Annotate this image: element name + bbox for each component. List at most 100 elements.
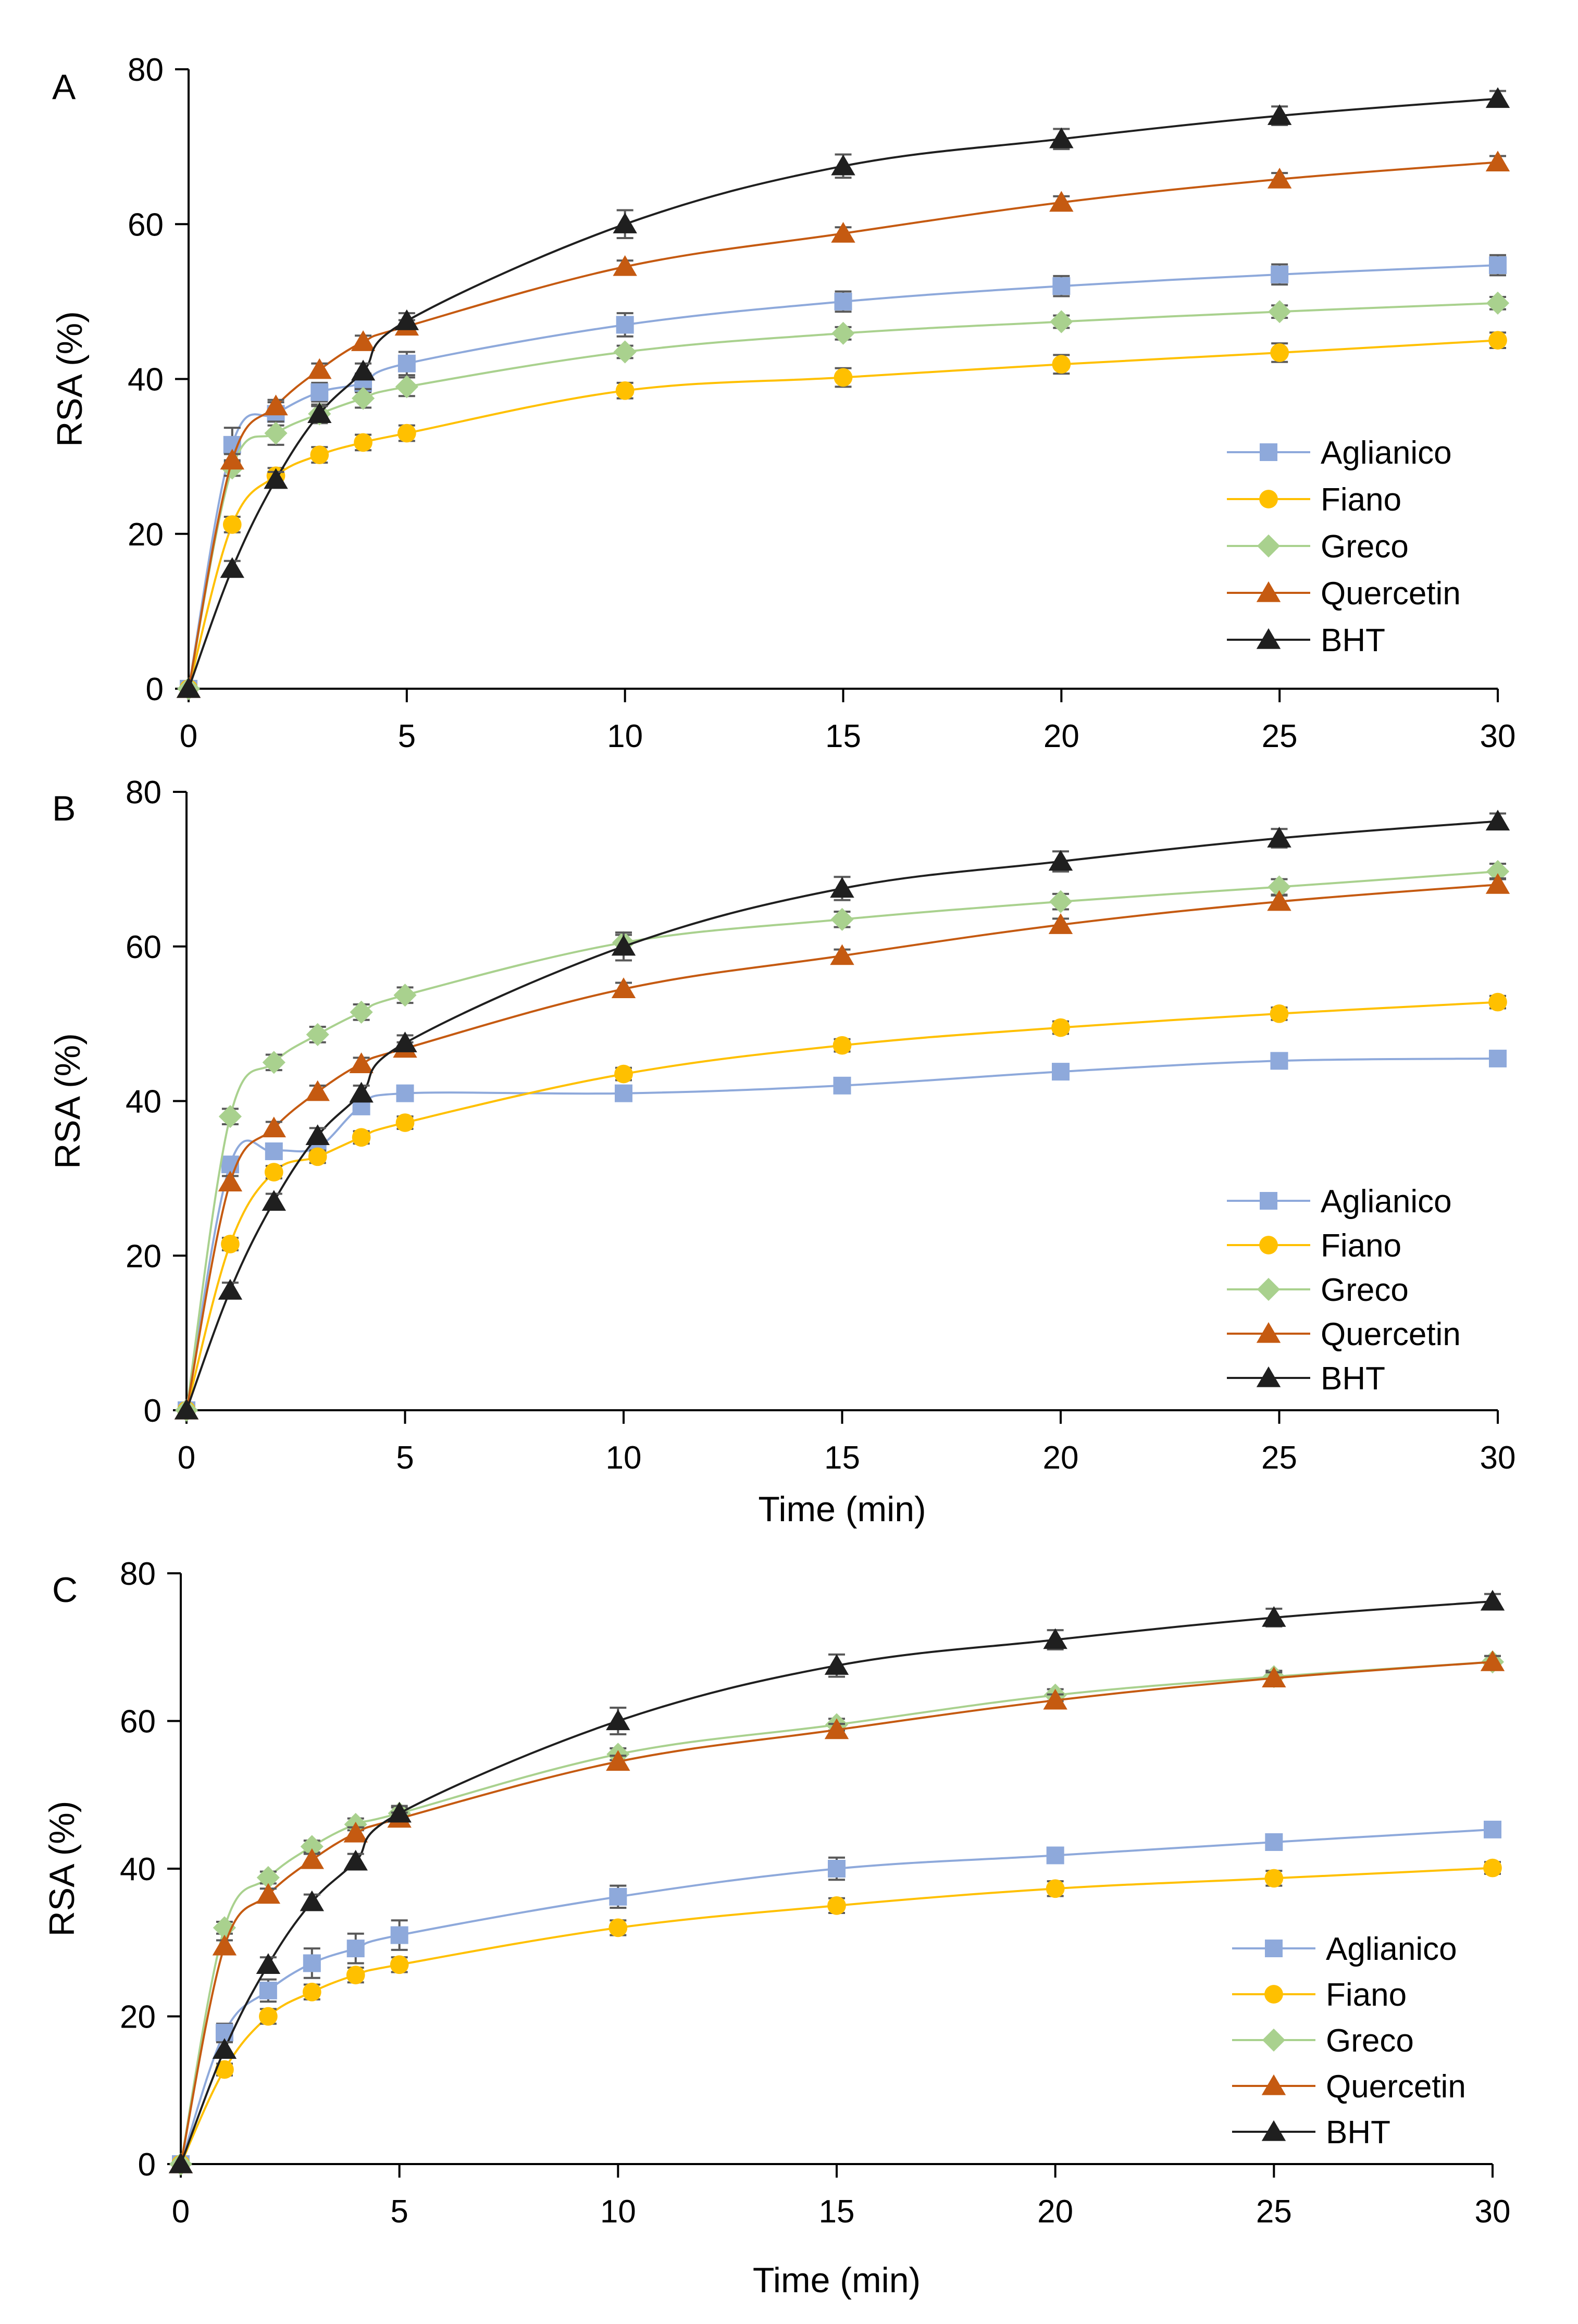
data-point — [1486, 860, 1510, 883]
data-point — [1268, 300, 1291, 324]
data-point — [830, 944, 854, 965]
y-tick-label: 40 — [126, 1084, 161, 1120]
series-aglianico — [180, 254, 1507, 698]
legend-item-bht: BHT — [1227, 623, 1385, 658]
y-tick-label: 80 — [126, 775, 161, 811]
data-point — [307, 402, 332, 424]
series-line — [180, 1600, 1493, 2165]
x-tick-label: 20 — [1043, 718, 1079, 754]
data-point — [176, 677, 201, 698]
series-line — [185, 1001, 1498, 1411]
data-point — [262, 1116, 287, 1138]
legend-item-greco: Greco — [1227, 529, 1409, 565]
y-tick-label: 40 — [128, 362, 164, 398]
data-point — [343, 1821, 368, 1843]
data-point — [613, 340, 637, 364]
data-point — [256, 1883, 281, 1904]
data-point — [394, 309, 419, 330]
data-point — [609, 1887, 627, 1906]
x-tick-label: 30 — [1475, 2194, 1511, 2230]
legend-marker — [1264, 1985, 1283, 2004]
data-point — [830, 877, 854, 898]
series-bht — [174, 810, 1510, 1420]
x-tick-label: 15 — [824, 1440, 860, 1476]
data-point — [606, 1709, 630, 1731]
data-point — [611, 977, 636, 999]
y-tick-label: 0 — [144, 1393, 161, 1429]
data-point — [1052, 277, 1071, 295]
data-point — [218, 1278, 243, 1300]
panel-b: 0 20 40 60 80 0 5 10 15 20 25 30 RSA (%) Time (min) B A… — [48, 775, 1515, 1529]
data-point — [221, 1235, 240, 1253]
data-point — [351, 359, 376, 381]
data-point — [608, 1918, 628, 1937]
legend-label: BHT — [1326, 2115, 1390, 2151]
series-fiano — [177, 992, 1507, 1420]
panel-label: B — [52, 789, 76, 828]
data-point — [1264, 1869, 1284, 1888]
legend-label: Aglianico — [1326, 1931, 1457, 1967]
data-point — [395, 1113, 415, 1132]
series-line — [185, 870, 1498, 1411]
data-point — [264, 394, 288, 416]
legend-label: Fiano — [1321, 482, 1401, 518]
legend-item-fiano: Fiano — [1227, 482, 1401, 518]
y-axis-title: RSA (%) — [50, 311, 90, 447]
data-point — [300, 1835, 324, 1858]
data-point — [831, 321, 855, 345]
y-tick-label: 40 — [120, 1851, 156, 1887]
data-point — [393, 984, 417, 1007]
data-point — [346, 1966, 365, 1984]
data-point — [212, 1934, 237, 1956]
data-point — [834, 292, 852, 310]
data-point — [387, 1801, 412, 1823]
data-point — [395, 375, 418, 399]
y-tick-label: 80 — [120, 1556, 156, 1592]
data-point — [174, 1398, 199, 1420]
series-line — [188, 264, 1498, 689]
x-tick-label: 10 — [606, 1440, 642, 1476]
x-tick-label: 25 — [1262, 718, 1298, 754]
data-point — [1267, 826, 1291, 848]
legend-item-aglianico: Aglianico — [1232, 1931, 1457, 1967]
data-point — [616, 316, 634, 334]
legend-label: Greco — [1321, 1272, 1409, 1308]
data-point — [1262, 1606, 1286, 1627]
x-tick-label: 10 — [600, 2194, 636, 2230]
legend-marker — [1265, 1940, 1283, 1957]
x-tick-label: 25 — [1256, 2194, 1292, 2230]
legend-marker — [1256, 628, 1281, 649]
series-line — [188, 302, 1498, 689]
data-point — [1048, 913, 1073, 934]
x-tick-label: 0 — [178, 1440, 195, 1476]
y-tick-label: 60 — [120, 1704, 156, 1740]
panel-c: 0 20 40 60 80 0 5 10 15 20 25 30 RSA (%) Time (min) C A… — [42, 1556, 1510, 2300]
data-point — [352, 1128, 371, 1147]
data-point — [1270, 343, 1289, 362]
x-tick-label: 10 — [607, 718, 643, 754]
data-point — [833, 1036, 852, 1055]
data-point — [611, 935, 636, 956]
data-point — [349, 1052, 374, 1073]
legend-marker — [1259, 490, 1278, 508]
panel-label: C — [52, 1570, 78, 1610]
legend-label: Quercetin — [1321, 576, 1461, 612]
legend-marker — [1256, 1322, 1281, 1343]
legend-marker — [1260, 1192, 1277, 1210]
legend-marker — [1260, 443, 1277, 461]
data-point — [222, 515, 242, 534]
legend-label: Quercetin — [1326, 2069, 1466, 2105]
series-line — [188, 97, 1498, 689]
data-point — [613, 213, 637, 233]
data-point — [256, 1953, 281, 1974]
legend-marker — [1257, 1277, 1281, 1301]
legend-item-quercetin: Quercetin — [1227, 1316, 1461, 1352]
panel-a: 0 20 40 60 80 0 5 10 15 20 25 30 RSA (%) A Aglianico Fi… — [50, 52, 1515, 754]
data-point — [354, 433, 372, 452]
series-line — [180, 1661, 1493, 2165]
y-axis-title: RSA (%) — [48, 1033, 88, 1169]
series-quercetin — [174, 873, 1510, 1420]
data-point — [1270, 1004, 1289, 1023]
legend-label: Greco — [1321, 529, 1409, 565]
legend-item-aglianico: Aglianico — [1227, 1184, 1452, 1220]
